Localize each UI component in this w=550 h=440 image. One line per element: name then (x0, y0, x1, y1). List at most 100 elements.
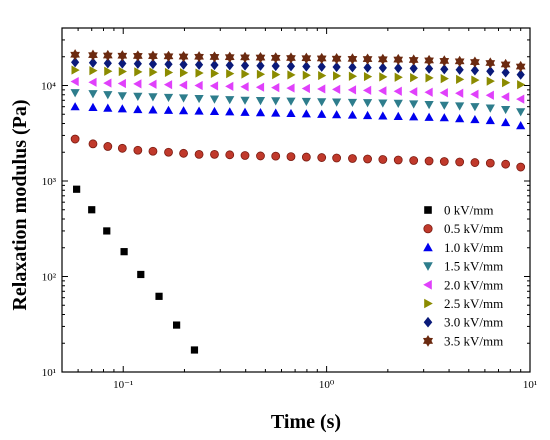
data-point (470, 56, 480, 68)
data-point (179, 148, 188, 158)
data-point (317, 84, 326, 94)
data-point (317, 98, 327, 107)
data-point (301, 52, 312, 64)
data-point (318, 70, 327, 81)
data-point (132, 50, 143, 62)
data-point (317, 153, 327, 162)
data-point (439, 157, 449, 166)
y-tick-label: 10³ (42, 176, 57, 188)
data-point (210, 68, 220, 78)
data-point (255, 82, 265, 92)
data-point (301, 83, 310, 94)
data-point (272, 70, 281, 80)
data-point (255, 51, 266, 64)
data-point (225, 81, 234, 91)
series-0 (73, 185, 199, 354)
data-point (271, 60, 280, 72)
data-point (516, 162, 526, 172)
data-point (394, 72, 403, 82)
data-point (148, 58, 158, 70)
legend-marker (424, 298, 433, 309)
data-point (440, 64, 449, 75)
data-point (377, 53, 388, 65)
y-tick-label: 10² (42, 271, 57, 283)
data-point (240, 82, 249, 92)
data-point (470, 103, 480, 112)
data-point (302, 61, 311, 72)
data-point (378, 99, 388, 108)
data-point (470, 158, 480, 167)
legend-label: 2.0 kV/mm (444, 277, 503, 292)
data-point (270, 52, 281, 64)
data-point (347, 110, 358, 119)
data-point (103, 78, 112, 88)
series-5 (71, 65, 526, 90)
data-point (424, 54, 434, 67)
data-point (317, 109, 327, 118)
data-point (178, 94, 189, 103)
data-point (455, 114, 465, 123)
legend-marker (423, 280, 432, 290)
data-point (148, 146, 158, 156)
data-point (148, 105, 158, 114)
data-point (210, 59, 219, 71)
data-point (70, 76, 79, 87)
data-point (210, 149, 219, 159)
data-point (255, 108, 266, 117)
x-axis-label: Time (s) (271, 411, 341, 433)
data-point (194, 51, 204, 63)
data-point (209, 51, 220, 63)
data-point (225, 96, 235, 105)
data-point (362, 85, 372, 95)
data-point (286, 52, 296, 64)
data-point (516, 121, 526, 130)
data-point (120, 248, 128, 256)
data-point (332, 110, 342, 119)
data-point (517, 80, 526, 90)
data-point (439, 101, 449, 110)
y-tick-label: 10¹ (42, 367, 56, 379)
data-point (347, 53, 358, 65)
data-point (255, 96, 266, 106)
data-point (70, 134, 80, 144)
data-point (178, 50, 189, 63)
data-point (317, 61, 326, 72)
data-point (301, 152, 311, 162)
data-point (393, 155, 403, 165)
data-point (286, 61, 296, 72)
data-point (286, 108, 296, 118)
data-point (240, 96, 250, 105)
data-point (362, 99, 373, 108)
data-point (486, 76, 495, 86)
legend-marker (423, 316, 433, 328)
data-point (502, 78, 511, 88)
data-point (501, 117, 511, 127)
series-2 (70, 102, 526, 130)
data-point (209, 106, 220, 116)
data-point (316, 52, 327, 65)
data-point (301, 97, 311, 107)
legend-label: 1.0 kV/mm (444, 240, 503, 255)
data-point (103, 103, 113, 112)
data-point (439, 88, 448, 98)
data-point (117, 143, 127, 153)
data-point (103, 58, 112, 69)
legend-label: 3.0 kV/mm (444, 315, 503, 330)
data-point (271, 151, 281, 161)
data-point (332, 84, 341, 95)
data-point (470, 65, 480, 76)
data-point (163, 93, 174, 103)
data-point (485, 104, 495, 113)
data-point (409, 63, 418, 74)
data-point (454, 55, 465, 67)
data-point (333, 71, 342, 81)
data-point (148, 79, 157, 89)
data-point (88, 57, 98, 68)
data-point (209, 81, 219, 91)
data-point (102, 49, 113, 62)
data-point (378, 86, 387, 96)
data-point (133, 79, 142, 89)
data-point (424, 63, 434, 74)
data-point (118, 66, 127, 77)
